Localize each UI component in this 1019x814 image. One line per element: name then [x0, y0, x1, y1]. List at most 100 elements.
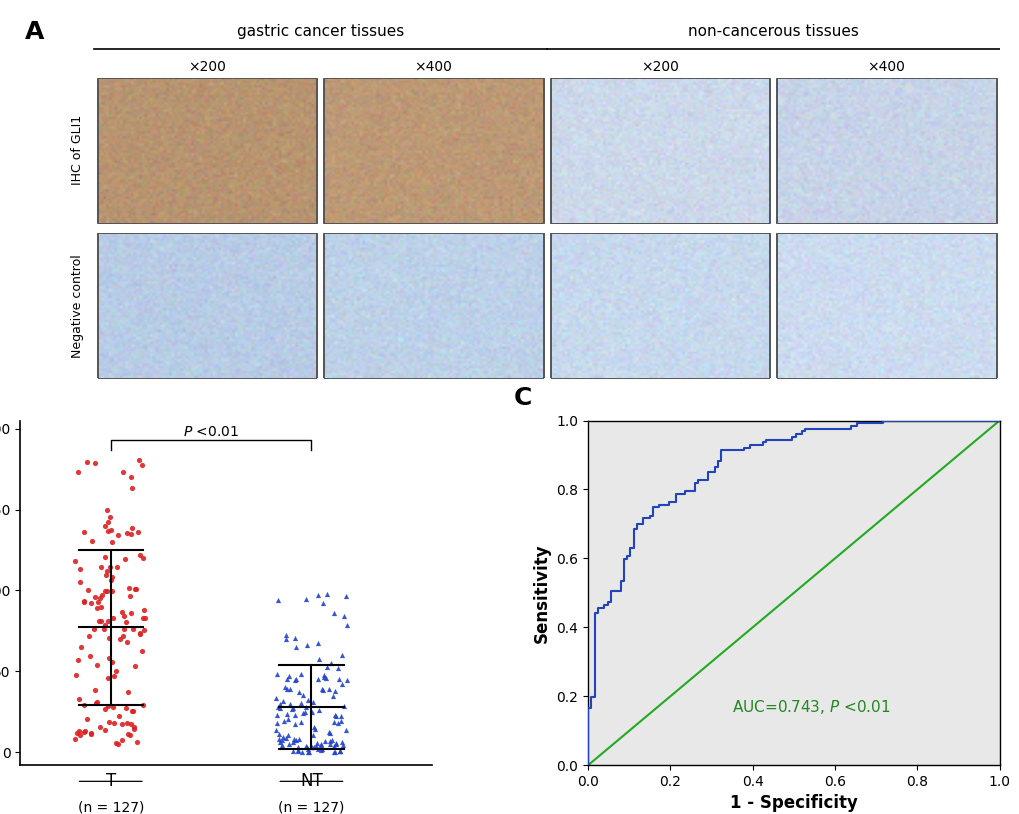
- Point: [104, 536, 120, 549]
- Point: [110, 529, 126, 542]
- Point: [93, 615, 109, 628]
- Point: [316, 670, 332, 683]
- Point: [100, 699, 116, 712]
- Point: [119, 717, 136, 730]
- Point: [127, 583, 144, 596]
- Point: [124, 623, 141, 636]
- Point: [69, 726, 86, 739]
- Point: [108, 664, 124, 677]
- Point: [105, 716, 121, 729]
- Point: [325, 746, 341, 759]
- Point: [279, 713, 296, 726]
- Point: [324, 734, 340, 747]
- Point: [116, 553, 132, 566]
- Point: [115, 623, 131, 636]
- Point: [92, 720, 108, 733]
- Point: [71, 729, 88, 742]
- Point: [67, 733, 84, 746]
- Point: [99, 564, 115, 577]
- Point: [131, 549, 148, 562]
- Text: C: C: [514, 386, 532, 410]
- Point: [307, 740, 323, 753]
- FancyBboxPatch shape: [775, 78, 996, 222]
- Point: [101, 651, 117, 664]
- Text: NT: NT: [300, 772, 322, 790]
- Text: T: T: [106, 772, 116, 790]
- Point: [335, 738, 352, 751]
- Point: [76, 595, 93, 608]
- Point: [279, 683, 296, 696]
- Text: (n = 127): (n = 127): [77, 801, 144, 814]
- Point: [114, 717, 130, 730]
- Point: [126, 659, 143, 672]
- Point: [118, 635, 135, 648]
- Point: [70, 654, 87, 667]
- Point: [86, 623, 102, 636]
- Point: [102, 510, 118, 523]
- Point: [328, 736, 344, 749]
- Point: [304, 741, 320, 754]
- Point: [136, 604, 152, 617]
- Point: [312, 737, 328, 751]
- Point: [275, 715, 291, 728]
- Point: [83, 597, 99, 610]
- Point: [122, 527, 139, 540]
- Point: [292, 716, 309, 729]
- Point: [135, 551, 151, 564]
- Point: [328, 710, 344, 723]
- Point: [327, 685, 343, 698]
- Point: [298, 706, 314, 719]
- Point: [99, 504, 115, 517]
- Point: [277, 731, 293, 744]
- Point: [306, 720, 322, 733]
- Point: [78, 455, 95, 468]
- Point: [121, 729, 138, 742]
- Point: [129, 525, 146, 538]
- Point: [286, 717, 303, 730]
- Point: [277, 628, 293, 641]
- Point: [298, 740, 314, 753]
- Point: [97, 550, 113, 563]
- Point: [299, 740, 315, 753]
- Point: [287, 734, 304, 747]
- Point: [305, 729, 321, 742]
- Point: [271, 702, 287, 715]
- Point: [97, 619, 113, 632]
- Point: [97, 584, 113, 597]
- Point: [326, 606, 342, 619]
- Point: [281, 697, 298, 710]
- Point: [118, 526, 135, 539]
- Point: [299, 639, 315, 652]
- Point: [123, 717, 140, 730]
- Point: [298, 593, 314, 606]
- Point: [104, 656, 120, 669]
- Point: [115, 465, 131, 478]
- Point: [293, 697, 310, 710]
- Point: [72, 576, 89, 589]
- Point: [117, 615, 133, 628]
- Point: [326, 739, 342, 752]
- Text: $\it{P}$ <0.01: $\it{P}$ <0.01: [182, 425, 238, 439]
- Point: [276, 681, 292, 694]
- Point: [290, 733, 307, 746]
- Point: [76, 725, 93, 738]
- Point: [110, 709, 126, 722]
- Point: [82, 629, 98, 642]
- Point: [110, 737, 126, 751]
- Point: [97, 519, 113, 532]
- Point: [125, 705, 142, 718]
- Point: [289, 741, 306, 754]
- Point: [115, 629, 131, 642]
- Point: [94, 589, 110, 602]
- Point: [120, 582, 137, 595]
- Point: [100, 515, 116, 528]
- Point: [93, 560, 109, 573]
- Point: [307, 722, 323, 735]
- Point: [290, 685, 307, 698]
- Point: [270, 728, 286, 741]
- Point: [136, 624, 152, 637]
- Text: AUC=0.743, $\it{P}$ <0.01: AUC=0.743, $\it{P}$ <0.01: [732, 698, 890, 716]
- Point: [89, 659, 105, 672]
- Point: [125, 720, 142, 733]
- Point: [133, 644, 150, 657]
